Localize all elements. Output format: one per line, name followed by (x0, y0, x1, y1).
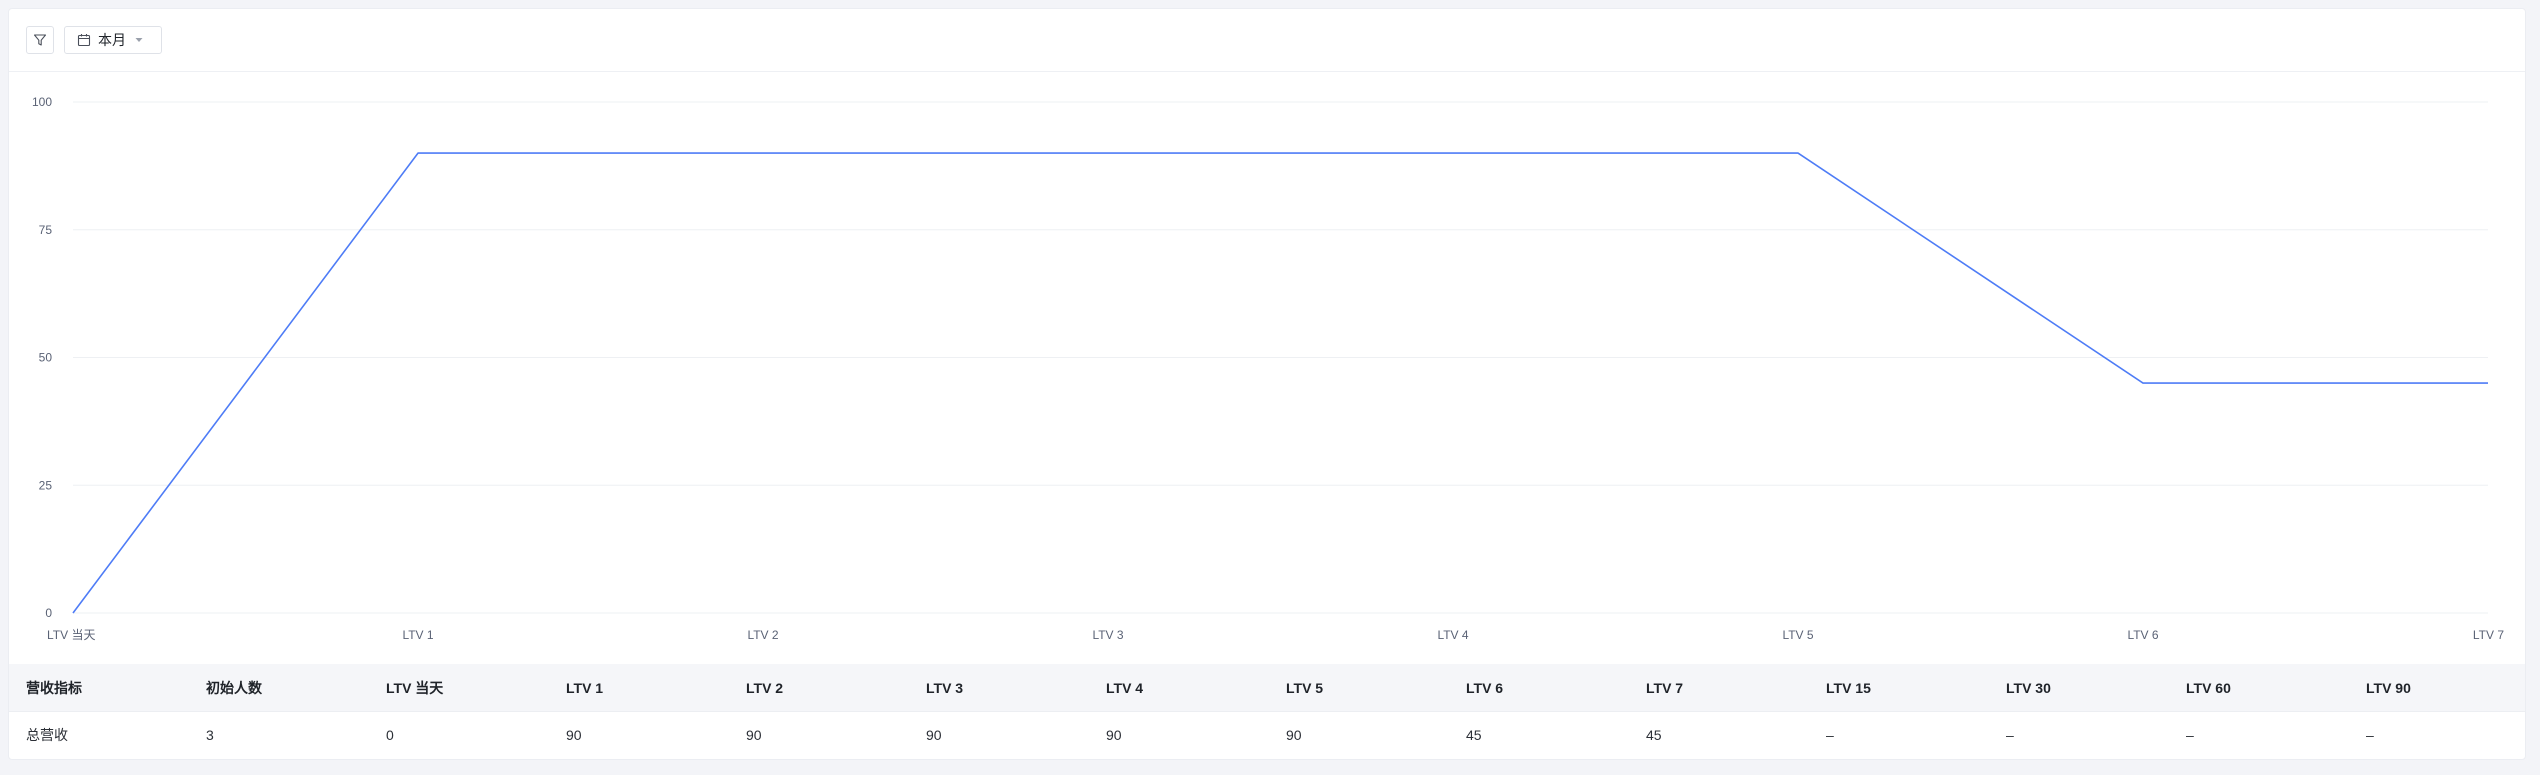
grid-layer (73, 101, 2488, 614)
table-cell: – (2006, 727, 2014, 743)
table-header-cell: LTV 15 (1826, 679, 1871, 696)
table-header-cell: LTV 5 (1286, 679, 1324, 696)
y-tick-label: 0 (45, 606, 52, 620)
x-tick-label: LTV 当天 (47, 628, 95, 642)
x-tick-label: LTV 5 (1782, 628, 1813, 642)
table-cell: 90 (566, 727, 582, 743)
table-header-cell: 初始人数 (206, 679, 262, 696)
table-cell: 45 (1646, 727, 1662, 743)
toolbar: 本月 (9, 9, 2525, 72)
filter-button[interactable] (26, 26, 54, 54)
x-tick-label: LTV 3 (1092, 628, 1123, 642)
report-card: 本月 0 25 50 75 100 LTV 当天 LTV 1 LTV 2 LTV 3 LTV 4… (8, 8, 2526, 760)
y-tick-label: 25 (39, 478, 53, 492)
data-point (2141, 381, 2145, 385)
x-axis: LTV 当天 LTV 1 LTV 2 LTV 3 LTV 4 LTV 5 LTV 6 LTV … (47, 628, 2504, 642)
table-header-cell: LTV 90 (2366, 679, 2411, 696)
table-cell: 3 (206, 727, 214, 743)
date-range-label: 本月 (98, 32, 126, 48)
table-row: 总营收 3 0 90 90 90 90 90 45 45 – – – – (9, 711, 2525, 758)
table-cell: 总营收 (26, 727, 68, 743)
series-line (72, 152, 2488, 614)
table-header-cell: LTV 当天 (386, 679, 444, 696)
table-cell: 90 (1106, 727, 1122, 743)
date-range-select[interactable]: 本月 (64, 26, 162, 54)
table-cell: 90 (746, 727, 762, 743)
y-tick-label: 50 (39, 351, 53, 365)
table-cell: – (2366, 727, 2374, 743)
data-point (761, 151, 765, 155)
data-point (71, 611, 75, 615)
caret-down-icon (135, 37, 143, 43)
x-tick-label: LTV 4 (1437, 628, 1468, 642)
revenue-table: 营收指标 初始人数 LTV 当天 LTV 1 LTV 2 LTV 3 LTV 4 LTV 5 L… (9, 664, 2525, 758)
x-tick-label: LTV 2 (747, 628, 778, 642)
data-point (2486, 381, 2490, 385)
y-axis: 0 25 50 75 100 (32, 95, 52, 620)
data-point (1106, 151, 1110, 155)
table-header-cell: LTV 60 (2186, 679, 2231, 696)
table-header-cell: LTV 6 (1466, 679, 1504, 696)
table-header-row: 营收指标 初始人数 LTV 当天 LTV 1 LTV 2 LTV 3 LTV 4 LTV 5 L… (9, 664, 2525, 711)
table-header-cell: LTV 7 (1646, 679, 1684, 696)
table-header-cell: LTV 2 (746, 679, 784, 696)
table-cell: 45 (1466, 727, 1482, 743)
y-tick-label: 100 (32, 95, 52, 109)
table-cell: 90 (926, 727, 942, 743)
filter-icon (33, 33, 47, 47)
x-tick-label: LTV 6 (2127, 628, 2158, 642)
x-tick-label: LTV 1 (402, 628, 433, 642)
table-header-cell: 营收指标 (26, 679, 82, 696)
data-point (1451, 151, 1455, 155)
table-header-cell: LTV 30 (2006, 679, 2051, 696)
table-cell: – (1826, 727, 1834, 743)
x-tick-label: LTV 7 (2473, 628, 2504, 642)
table-body: 总营收 3 0 90 90 90 90 90 45 45 – – – – (9, 711, 2525, 758)
data-point (1796, 151, 1800, 155)
table-header-cell: LTV 3 (926, 679, 964, 696)
calendar-icon (77, 33, 91, 47)
table-cell: 90 (1286, 727, 1302, 743)
table-header-cell: LTV 1 (566, 679, 604, 696)
series-layer (71, 151, 2490, 615)
data-point (416, 151, 420, 155)
y-tick-label: 75 (39, 223, 53, 237)
table-header-cell: LTV 4 (1106, 679, 1144, 696)
table-cell: 0 (386, 727, 394, 743)
table-cell: – (2186, 727, 2194, 743)
